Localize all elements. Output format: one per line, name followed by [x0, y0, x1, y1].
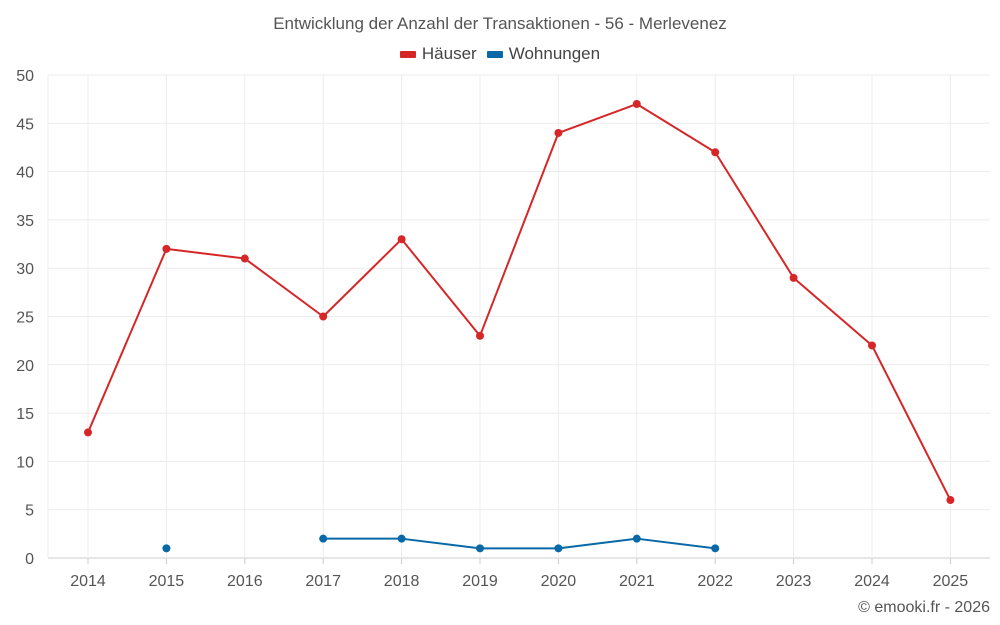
- x-tick-label: 2021: [619, 573, 655, 590]
- data-point-haeuser: [162, 244, 171, 253]
- chart-title: Entwicklung der Anzahl der Transaktionen…: [273, 14, 727, 33]
- data-point-wohnungen: [554, 544, 563, 553]
- data-point-wohnungen: [162, 544, 171, 553]
- x-tick-label: 2023: [776, 573, 812, 590]
- data-point-haeuser: [84, 428, 92, 437]
- legend-swatch-wohnungen: [486, 50, 503, 58]
- data-point-wohnungen: [319, 534, 328, 543]
- legend-item-wohnungen[interactable]: Wohnungen: [486, 44, 601, 64]
- x-tick-label: 2014: [70, 573, 106, 590]
- x-tick-label: 2025: [933, 573, 969, 590]
- data-point-wohnungen: [711, 544, 720, 553]
- x-tick-label: 2018: [384, 573, 420, 590]
- data-point-haeuser: [397, 235, 406, 244]
- data-point-haeuser: [319, 312, 328, 321]
- data-point-wohnungen: [476, 544, 484, 553]
- y-tick-label: 15: [16, 406, 34, 423]
- data-point-haeuser: [554, 128, 563, 137]
- series-line-wohnungen: [323, 537, 716, 550]
- y-tick-label: 25: [16, 310, 34, 327]
- data-point-haeuser: [789, 273, 798, 282]
- legend-item-haeuser[interactable]: Häuser: [399, 44, 477, 64]
- x-tick-label: 2024: [854, 573, 890, 590]
- x-tick-label: 2016: [227, 573, 263, 590]
- x-tick-label: 2017: [305, 573, 341, 590]
- chart-legend: Häuser Wohnungen: [0, 44, 1000, 64]
- data-point-haeuser: [868, 341, 876, 350]
- data-point-haeuser: [711, 148, 720, 157]
- x-tick-label: 2022: [697, 573, 733, 590]
- series-line-haeuser: [87, 102, 952, 501]
- legend-swatch-haeuser: [399, 50, 416, 58]
- data-point-haeuser: [946, 496, 955, 505]
- data-point-wohnungen: [397, 534, 406, 543]
- x-tick-label: 2019: [462, 573, 498, 590]
- data-point-wohnungen: [632, 534, 641, 543]
- data-point-haeuser: [240, 254, 249, 263]
- data-point-haeuser: [476, 331, 484, 340]
- legend-label-haeuser: Häuser: [421, 44, 477, 63]
- y-tick-label: 5: [25, 503, 34, 520]
- y-tick-label: 20: [16, 358, 34, 375]
- y-tick-label: 0: [25, 551, 34, 568]
- y-tick-label: 10: [16, 454, 34, 471]
- data-point-haeuser: [632, 99, 641, 108]
- legend-label-wohnungen: Wohnungen: [508, 44, 601, 63]
- x-tick-label: 2015: [149, 573, 185, 590]
- y-tick-label: 35: [16, 213, 34, 230]
- y-tick-label: 40: [16, 165, 34, 182]
- y-tick-label: 50: [16, 68, 34, 85]
- y-tick-label: 30: [16, 261, 34, 278]
- copyright-credit: © emooki.fr - 2026: [858, 599, 990, 616]
- y-tick-label: 45: [16, 116, 34, 133]
- x-tick-label: 2020: [541, 573, 577, 590]
